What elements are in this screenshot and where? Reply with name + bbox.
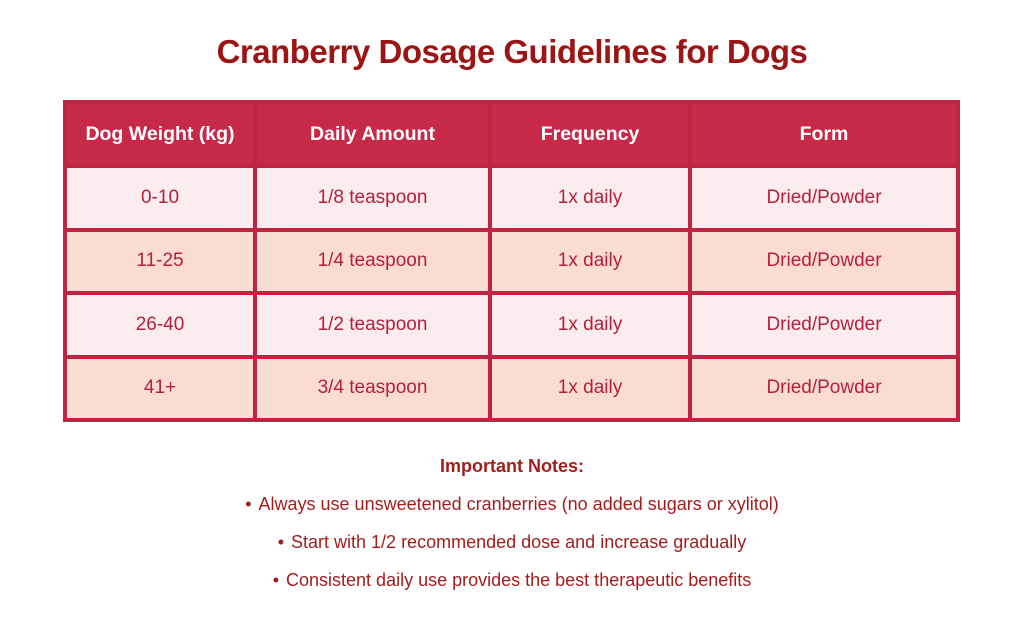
- table-cell-weight: 26-40: [67, 295, 253, 355]
- table-cell-frequency: 1x daily: [492, 295, 688, 355]
- note-item: • Start with 1/2 recommended dose and inc…: [0, 532, 1024, 553]
- notes-heading: Important Notes:: [440, 456, 584, 476]
- table-cell-amount: 3/4 teaspoon: [257, 358, 488, 418]
- table-cell-weight: 11-25: [67, 231, 253, 291]
- bullet-icon: •: [272, 570, 280, 590]
- table-cell-form: Dried/Powder: [692, 358, 956, 418]
- table-cell-amount: 1/8 teaspoon: [257, 168, 488, 228]
- table-cell-form: Dried/Powder: [692, 168, 956, 228]
- header-cell-frequency: Frequency: [492, 104, 688, 164]
- table-cell-weight: 41+: [67, 358, 253, 418]
- table-cell-amount: 1/2 teaspoon: [257, 295, 488, 355]
- dosage-table: Dog Weight (kg) Daily Amount Frequency F…: [63, 100, 960, 422]
- note-text: Always use unsweetened cranberries (no a…: [258, 494, 779, 514]
- bullet-icon: •: [277, 532, 285, 552]
- header-cell-form: Form: [692, 104, 956, 164]
- note-item: • Consistent daily use provides the best …: [0, 570, 1024, 591]
- table-cell-frequency: 1x daily: [492, 358, 688, 418]
- table-cell-form: Dried/Powder: [692, 231, 956, 291]
- table-cell-frequency: 1x daily: [492, 168, 688, 228]
- note-text: Consistent daily use provides the best t…: [286, 570, 752, 590]
- header-cell-dog-weight: Dog Weight (kg): [67, 104, 253, 164]
- table-cell-weight: 0-10: [67, 168, 253, 228]
- note-text: Start with 1/2 recommended dose and incr…: [291, 532, 747, 552]
- table-cell-amount: 1/4 teaspoon: [257, 231, 488, 291]
- page-title: Cranberry Dosage Guidelines for Dogs: [216, 33, 808, 70]
- note-item: • Always use unsweetened cranberries (no …: [0, 494, 1024, 515]
- header-cell-daily-amount: Daily Amount: [257, 104, 488, 164]
- table-cell-form: Dried/Powder: [692, 295, 956, 355]
- table-cell-frequency: 1x daily: [492, 231, 688, 291]
- bullet-icon: •: [245, 494, 252, 514]
